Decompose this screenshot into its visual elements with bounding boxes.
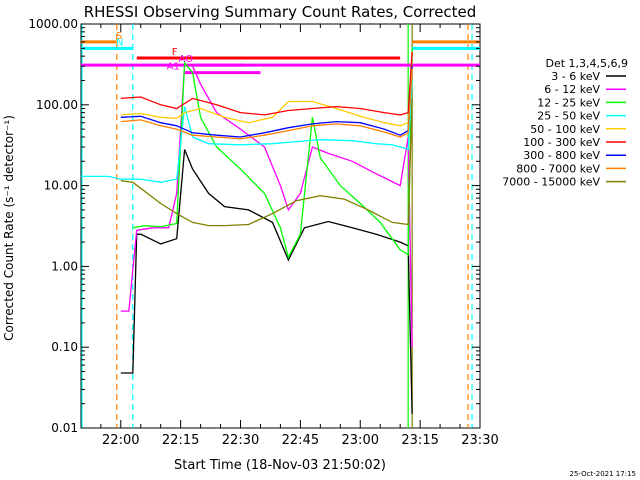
legend-label: 800 - 7000 keV [516,162,600,175]
legend-label: 6 - 12 keV [544,83,600,96]
y-tick-label: 100.00 [36,98,78,112]
state-bar-label: N [116,37,123,48]
y-tick-label: 0.10 [51,340,78,354]
x-tick-label: 22:30 [222,433,259,448]
series-line [120,149,413,414]
series-lines [81,48,413,414]
legend-label: 7000 - 15000 keV [502,176,600,189]
series-line [120,98,413,227]
state-bar-label: AO [179,54,194,65]
legend-label: 3 - 6 keV [551,70,600,83]
x-tick-label: 23:30 [461,433,498,448]
legend-label: 50 - 100 keV [530,123,600,136]
legend-label: 12 - 25 keV [537,96,600,109]
series-line [120,63,413,348]
state-bar-label: F [172,47,178,58]
state-bar-label: S [116,31,122,42]
y-tick-label: 1000.00 [28,17,78,31]
x-tick-label: 23:00 [342,433,379,448]
legend-label: 100 - 300 keV [523,136,600,149]
y-tick-label: 10.00 [44,179,78,193]
y-tick-label: 0.01 [51,421,78,435]
series-line [120,66,413,138]
y-axis-label: Corrected Count Rate (s⁻¹ detector⁻¹) [2,115,16,341]
x-tick-label: 22:00 [102,433,139,448]
legend-label: 300 - 800 keV [523,149,600,162]
series-line [120,51,413,116]
footer-date: 25-Oct-2021 17:15 [570,470,636,478]
x-axis-label: Start Time (18-Nov-03 21:50:02) [174,458,386,473]
axes: 1000.00 100.00 10.00 1.00 0.10 0.01 22:00 22:15… [28,17,498,448]
x-tick-label: 22:15 [162,433,199,448]
series-line [81,80,413,183]
y-tick-label: 1.00 [51,259,78,273]
series-line [132,48,413,259]
state-bar-label: A1 [167,62,180,73]
legend-label: 25 - 50 keV [537,110,600,123]
legend-title: Det 1,3,4,5,6,9 [545,57,628,70]
x-tick-label: 22:45 [282,433,319,448]
x-tick-label: 23:15 [401,433,438,448]
chart-title: RHESSI Observing Summary Count Rates, Co… [84,3,477,21]
series-line [120,68,413,140]
series-line [120,51,413,127]
vertical-marker-lines [81,24,473,428]
